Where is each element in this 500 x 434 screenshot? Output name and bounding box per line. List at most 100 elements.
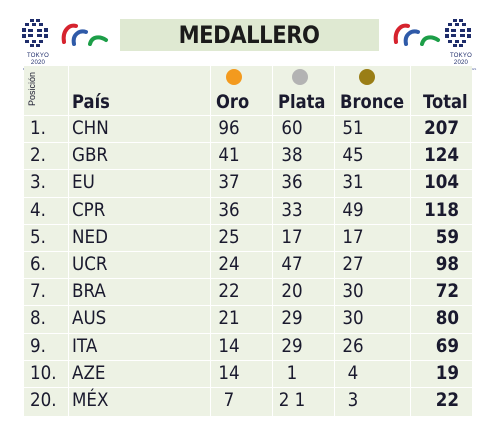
table-row: 7. BRA 22 20 30 72	[0, 280, 500, 307]
row-position: 6.	[30, 253, 46, 275]
row-gold: 24	[218, 253, 240, 275]
table-row: 2. GBR 41 38 45 124	[0, 144, 500, 171]
row-position: 20.	[30, 389, 57, 411]
row-bronze: 30	[342, 280, 364, 302]
table-row: 20. MÉX 7 2 1 3 22	[0, 389, 500, 416]
row-country: ITA	[72, 335, 98, 357]
table-row: 1. CHN 96 60 51 207	[0, 117, 500, 144]
row-silver: 1	[286, 362, 298, 384]
row-country: AZE	[72, 362, 106, 384]
row-divider	[24, 251, 472, 252]
position-label-text: Posición	[27, 71, 37, 107]
row-silver: 38	[281, 144, 303, 166]
checkered-emblem-icon	[22, 19, 48, 47]
checkered-emblem-icon	[445, 19, 471, 47]
row-country: AUS	[72, 307, 107, 329]
row-position: 2.	[30, 144, 46, 166]
column-divider	[272, 66, 273, 416]
row-bronze: 3	[347, 389, 359, 411]
row-gold: 21	[218, 307, 240, 329]
row-country: MÉX	[72, 389, 109, 411]
row-divider	[24, 333, 472, 334]
row-divider	[24, 387, 472, 388]
row-bronze: 17	[342, 226, 364, 248]
column-divider	[410, 66, 411, 416]
row-gold: 37	[218, 171, 240, 193]
row-country: UCR	[72, 253, 108, 275]
row-total: 69	[435, 335, 459, 357]
agitos-icon-left	[61, 23, 108, 46]
row-bronze: 31	[342, 171, 364, 193]
row-silver: 2 1	[278, 389, 306, 411]
logo-caption: TOKYO 2020	[450, 53, 472, 66]
row-total: 80	[435, 307, 459, 329]
row-country: CPR	[72, 199, 106, 221]
row-total: 22	[435, 389, 459, 411]
table-row: 9. ITA 14 29 26 69	[0, 335, 500, 362]
table-row: 10. AZE 14 1 4 19	[0, 362, 500, 389]
row-total: 104	[424, 171, 459, 193]
row-position: 10.	[30, 362, 57, 384]
row-gold: 22	[218, 280, 240, 302]
header-gold: Oro	[216, 91, 250, 113]
row-gold: 41	[218, 144, 240, 166]
row-total: 72	[435, 280, 459, 302]
row-bronze: 4	[347, 362, 359, 384]
row-position: 1.	[30, 117, 46, 139]
title-bar: MEDALLERO	[120, 19, 379, 51]
row-gold: 25	[218, 226, 240, 248]
tokyo-2020-emblem-right: TOKYO 2020 PARALYMPIC GAMES	[443, 18, 479, 71]
row-gold: 96	[218, 117, 240, 139]
row-country: CHN	[72, 117, 109, 139]
row-country: EU	[72, 171, 95, 193]
row-bronze: 27	[342, 253, 364, 275]
row-country: BRA	[72, 280, 106, 302]
tokyo-2020-emblem-left: TOKYO 2020 PARALYMPIC GAMES	[20, 18, 56, 71]
medal-table	[24, 66, 472, 416]
table-row: 8. AUS 21 29 30 80	[0, 307, 500, 334]
row-gold: 14	[218, 362, 240, 384]
row-total: 118	[424, 199, 459, 221]
row-divider	[24, 197, 472, 198]
row-bronze: 30	[342, 307, 364, 329]
column-divider	[68, 66, 69, 416]
row-silver: 17	[281, 226, 303, 248]
table-row: 3. EU 37 36 31 104	[0, 171, 500, 198]
row-silver: 29	[281, 307, 303, 329]
row-position: 9.	[30, 335, 46, 357]
row-position: 3.	[30, 171, 46, 193]
row-silver: 60	[281, 117, 303, 139]
row-divider	[24, 305, 472, 306]
page-title: MEDALLERO	[179, 21, 320, 49]
row-bronze: 26	[342, 335, 364, 357]
row-position: 5.	[30, 226, 46, 248]
row-total: 59	[435, 226, 459, 248]
row-country: GBR	[72, 144, 109, 166]
table-row: 4. CPR 36 33 49 118	[0, 199, 500, 226]
row-gold: 7	[223, 389, 235, 411]
row-silver: 36	[281, 171, 303, 193]
row-total: 124	[424, 144, 459, 166]
row-total: 98	[435, 253, 459, 275]
row-gold: 36	[218, 199, 240, 221]
row-silver: 20	[281, 280, 303, 302]
row-total: 19	[435, 362, 459, 384]
gold-medal-dot	[226, 69, 242, 85]
row-total: 207	[424, 117, 459, 139]
table-row: 6. UCR 24 47 27 98	[0, 253, 500, 280]
row-silver: 33	[281, 199, 303, 221]
row-bronze: 45	[342, 144, 364, 166]
row-position: 8.	[30, 307, 46, 329]
header-bronze: Bronce	[340, 91, 405, 113]
header-country: País	[72, 91, 110, 113]
row-divider	[24, 169, 472, 170]
row-silver: 47	[281, 253, 303, 275]
row-position: 7.	[30, 280, 46, 302]
row-silver: 29	[281, 335, 303, 357]
row-divider	[24, 142, 472, 143]
row-gold: 14	[218, 335, 240, 357]
column-divider	[210, 66, 211, 416]
agitos-icon-right	[393, 23, 440, 46]
column-divider	[334, 66, 335, 416]
bronze-medal-dot	[359, 69, 375, 85]
